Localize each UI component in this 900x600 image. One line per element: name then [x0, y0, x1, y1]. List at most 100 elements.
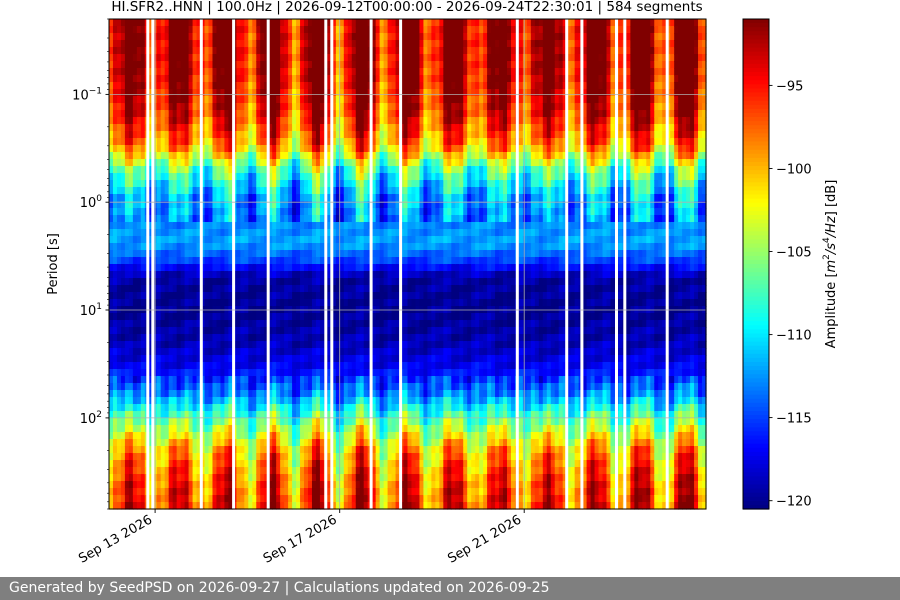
heatmap-cell	[164, 467, 170, 475]
heatmap-cell	[343, 264, 349, 272]
heatmap-cell	[359, 222, 365, 230]
heatmap-cell	[379, 117, 385, 125]
heatmap-cell	[220, 96, 226, 104]
heatmap-cell	[304, 502, 309, 510]
heatmap-cell	[292, 418, 297, 426]
heatmap-cell	[236, 201, 241, 209]
heatmap-cell	[156, 103, 162, 111]
heatmap-cell	[160, 278, 166, 286]
heatmap-cell	[256, 180, 261, 188]
heatmap-cell	[304, 201, 309, 209]
heatmap-cell	[363, 40, 369, 48]
heatmap-cell	[220, 390, 226, 398]
heatmap-cell	[304, 166, 309, 174]
heatmap-cell	[363, 243, 369, 251]
heatmap-cell	[124, 82, 130, 90]
heatmap-cell	[252, 411, 257, 419]
heatmap-cell	[308, 187, 313, 195]
heatmap-cell	[311, 257, 317, 265]
heatmap-cell	[172, 271, 178, 279]
heatmap-cell	[180, 271, 186, 279]
heatmap-cell	[184, 292, 190, 300]
heatmap-cell	[132, 411, 138, 419]
heatmap-cell	[212, 320, 218, 328]
heatmap-cell	[288, 439, 293, 447]
heatmap-cell	[168, 75, 174, 83]
heatmap-cell	[363, 411, 369, 419]
heatmap-cell	[124, 467, 130, 475]
heatmap-cell	[335, 376, 341, 384]
heatmap-cell	[363, 110, 369, 118]
heatmap-cell	[359, 89, 365, 97]
heatmap-cell	[112, 159, 118, 167]
heatmap-cell	[204, 96, 210, 104]
heatmap-cell	[188, 110, 194, 118]
heatmap-cell	[375, 341, 381, 349]
heatmap-cell	[180, 404, 186, 412]
heatmap-cell	[276, 355, 281, 363]
heatmap-cell	[331, 152, 337, 160]
heatmap-cell	[200, 257, 206, 265]
heatmap-cell	[331, 257, 337, 265]
heatmap-cell	[236, 208, 241, 216]
heatmap-cell	[248, 208, 253, 216]
heatmap-cell	[331, 467, 337, 475]
heatmap-cell	[224, 117, 229, 125]
heatmap-cell	[264, 152, 269, 160]
heatmap-cell	[363, 257, 369, 265]
heatmap-cell	[136, 404, 142, 412]
heatmap-cell	[172, 495, 178, 503]
heatmap-cell	[252, 418, 257, 426]
heatmap-cell	[224, 166, 229, 174]
heatmap-cell	[124, 446, 130, 454]
heatmap-cell	[343, 369, 349, 377]
heatmap-cell	[164, 285, 170, 293]
heatmap-cell	[315, 369, 321, 377]
heatmap-cell	[112, 152, 118, 160]
heatmap-cell	[276, 285, 281, 293]
heatmap-cell	[347, 187, 353, 195]
heatmap-cell	[335, 404, 341, 412]
heatmap-cell	[387, 40, 393, 48]
heatmap-cell	[188, 208, 194, 216]
heatmap-cell	[315, 432, 321, 440]
heatmap-cell	[140, 488, 146, 496]
heatmap-cell	[140, 418, 146, 426]
heatmap-cell	[311, 68, 317, 76]
heatmap-cell	[335, 320, 341, 328]
heatmap-cell	[224, 187, 229, 195]
heatmap-cell	[339, 397, 345, 405]
heatmap-cell	[296, 383, 301, 391]
heatmap-cell	[172, 327, 178, 335]
heatmap-cell	[351, 222, 357, 230]
heatmap-cell	[252, 271, 257, 279]
heatmap-cell	[327, 495, 333, 503]
heatmap-cell	[343, 131, 349, 139]
heatmap-cell	[331, 103, 337, 111]
heatmap-cell	[160, 460, 166, 468]
heatmap-cell	[109, 264, 114, 272]
heatmap-cell	[363, 285, 369, 293]
heatmap-cell	[308, 159, 313, 167]
heatmap-cell	[240, 166, 245, 174]
heatmap-cell	[379, 54, 385, 62]
heatmap-cell	[176, 166, 182, 174]
heatmap-cell	[339, 117, 345, 125]
heatmap-cell	[176, 383, 182, 391]
heatmap-cell	[204, 33, 210, 41]
heatmap-cell	[359, 488, 365, 496]
heatmap-cell	[212, 222, 218, 230]
heatmap-cell	[120, 54, 126, 62]
heatmap-cell	[124, 250, 130, 258]
heatmap-cell	[371, 327, 377, 335]
heatmap-cell	[371, 54, 377, 62]
heatmap-cell	[184, 481, 190, 489]
heatmap-cell	[256, 19, 261, 27]
heatmap-cell	[120, 264, 126, 272]
heatmap-cell	[280, 488, 285, 496]
heatmap-cell	[280, 425, 285, 433]
heatmap-cell	[387, 54, 393, 62]
heatmap-cell	[124, 110, 130, 118]
heatmap-cell	[387, 278, 393, 286]
heatmap-cell	[375, 26, 381, 34]
